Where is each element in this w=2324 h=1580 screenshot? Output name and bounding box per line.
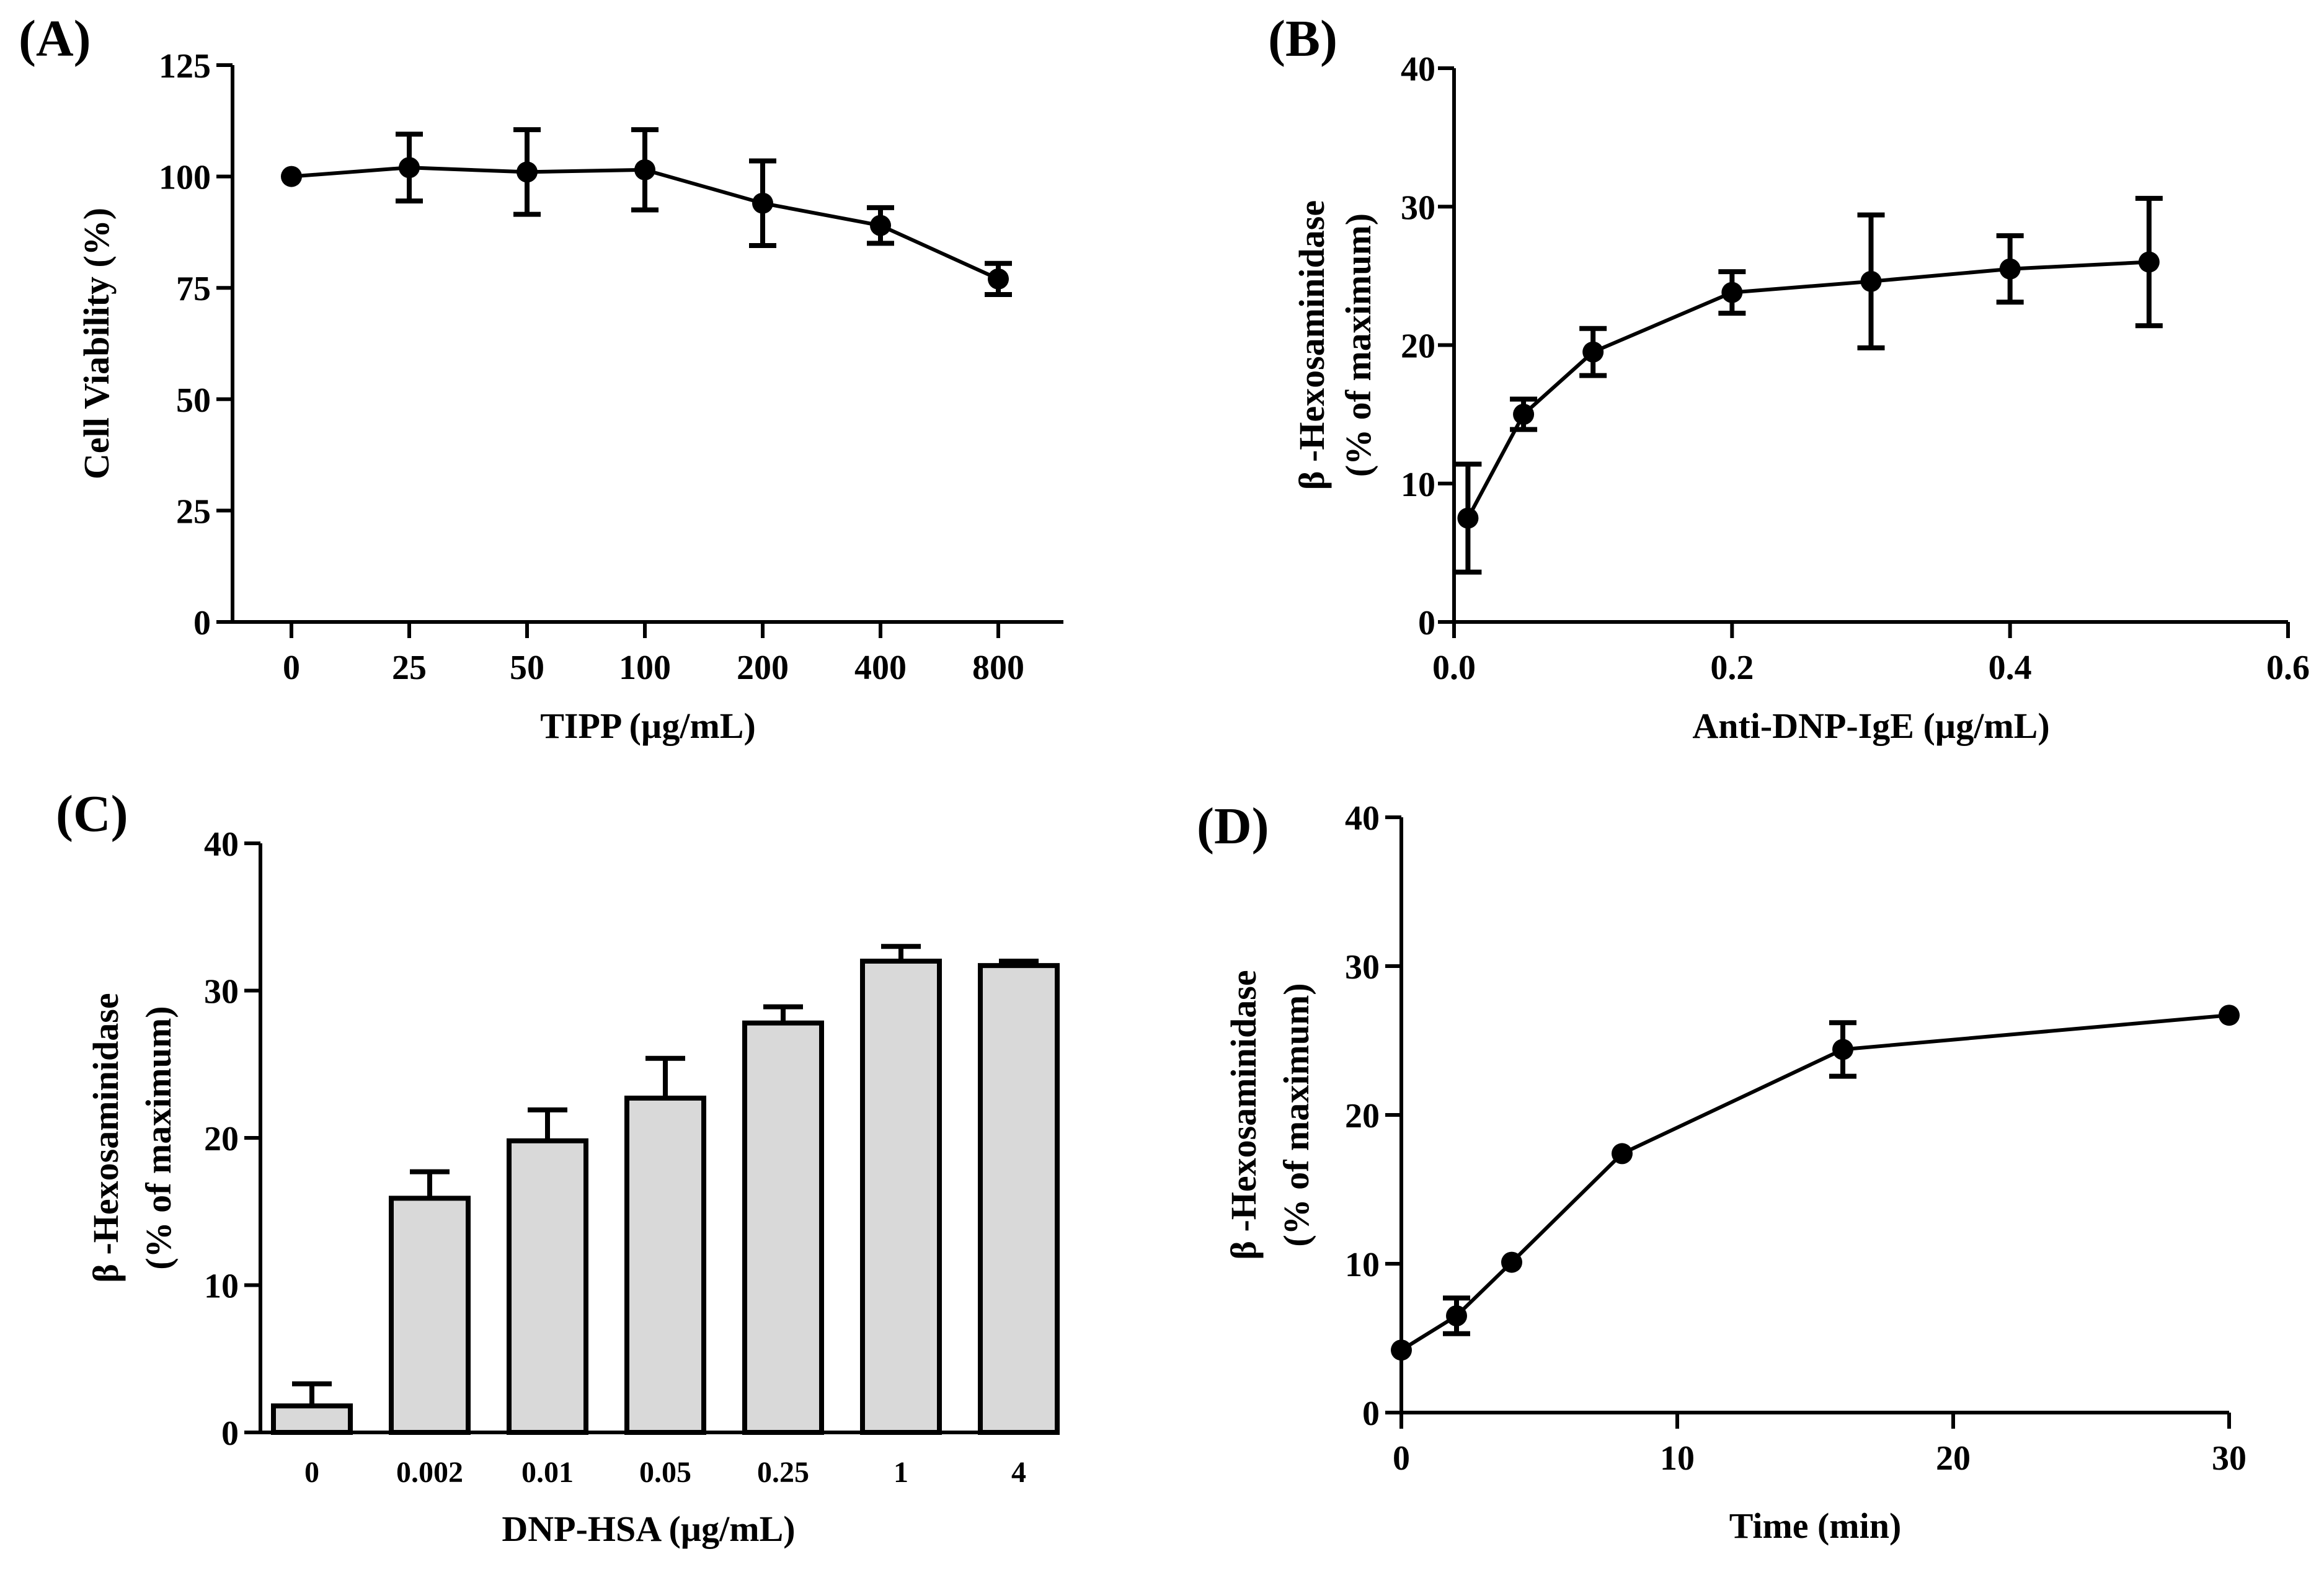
x-axis-title: DNP-HSA (µg/mL)	[502, 1509, 795, 1549]
data-point	[517, 161, 538, 183]
y-tick-label: 30	[204, 973, 239, 1011]
data-point	[1999, 258, 2021, 280]
x-tick-label: 20	[1936, 1439, 1971, 1478]
data-point	[1582, 341, 1604, 363]
bar	[389, 1196, 471, 1435]
x-tick-label: 0.01	[521, 1456, 574, 1489]
x-tick-label: 1	[894, 1456, 908, 1489]
data-point	[1721, 282, 1743, 303]
series-line	[1466, 260, 2149, 519]
y-tick-label: 100	[159, 159, 211, 197]
data-point	[752, 192, 773, 214]
panel-label: (A)	[19, 10, 91, 68]
y-tick-label: 20	[1345, 1097, 1380, 1135]
data-point	[2219, 1005, 2240, 1026]
y-axis-title: Cell Viability (%)	[76, 208, 117, 479]
data-point	[1513, 404, 1535, 425]
chart-panel-d: (D) 0 10 20 30 40 β -Hexosaminidase (% of maxim…	[1197, 797, 2246, 1546]
data-point	[1446, 1305, 1467, 1326]
data-point	[1832, 1039, 1853, 1060]
y-axis-title-line2: (% of maximum)	[1276, 983, 1316, 1246]
x-tick-label: 4	[1011, 1456, 1026, 1489]
bar	[624, 1095, 706, 1435]
x-tick-label: 100	[619, 649, 671, 687]
y-axis-title-line2: (% of maximum)	[1338, 213, 1378, 477]
bar	[978, 963, 1060, 1435]
x-tick-label: 400	[854, 649, 907, 687]
y-tick-label: 0	[1418, 604, 1435, 642]
y-tick-label: 30	[1345, 948, 1380, 987]
series-line	[1400, 1013, 2230, 1352]
y-tick-label: 10	[1401, 466, 1435, 504]
x-tick-label: 800	[972, 649, 1024, 687]
panel-label: (C)	[56, 785, 128, 843]
chart-panel-a: (A) 0 25 50 75 100 125 Cell Viability (%) 0 25 50 1…	[19, 10, 1063, 746]
y-tick-label: 0	[1362, 1395, 1380, 1433]
bar	[271, 1403, 353, 1435]
y-tick-label: 40	[1345, 799, 1380, 838]
y-tick-label: 20	[1401, 327, 1435, 366]
bar	[860, 959, 942, 1435]
bar	[742, 1020, 824, 1435]
data-point	[634, 159, 655, 180]
chart-panel-b: (B) 0 10 20 30 40 β -Hexosaminidase (% of maxim…	[1268, 10, 2310, 746]
data-point	[1501, 1251, 1522, 1273]
x-tick-label: 50	[510, 649, 544, 687]
x-tick-label: 0.2	[1710, 649, 1754, 687]
y-tick-label: 30	[1401, 189, 1435, 227]
data-point	[1457, 507, 1479, 529]
x-axis-title: Anti-DNP-IgE (µg/mL)	[1692, 706, 2049, 746]
y-axis-title: β -Hexosaminidase	[1223, 970, 1264, 1259]
data-point	[1391, 1339, 1412, 1361]
y-tick-label: 20	[204, 1120, 239, 1158]
x-tick-label: 30	[2212, 1439, 2246, 1478]
data-point	[988, 268, 1009, 290]
x-tick-label: 25	[392, 649, 427, 687]
y-tick-label: 75	[176, 270, 211, 308]
y-tick-label: 0	[221, 1414, 239, 1453]
x-axis-title: TIPP (µg/mL)	[540, 706, 756, 746]
x-tick-label: 0	[1393, 1439, 1410, 1478]
y-tick-label: 25	[176, 492, 211, 531]
x-tick-label: 0.002	[396, 1456, 463, 1489]
x-tick-label: 0	[283, 649, 300, 687]
x-tick-label: 0.6	[2266, 649, 2310, 687]
y-tick-label: 50	[176, 381, 211, 420]
y-tick-label: 10	[204, 1267, 239, 1306]
x-tick-label: 0.05	[639, 1456, 691, 1489]
y-tick-label: 0	[193, 604, 211, 642]
y-tick-label: 40	[204, 825, 239, 864]
y-tick-label: 10	[1345, 1246, 1380, 1284]
y-axis-title: β -Hexosaminidase	[1292, 200, 1332, 490]
x-tick-label: 0.25	[757, 1456, 809, 1489]
x-tick-label: 0.0	[1432, 649, 1476, 687]
x-tick-label: 0.4	[1989, 649, 2032, 687]
data-point	[281, 166, 302, 187]
y-axis-title-line2: (% of maximum)	[138, 1006, 179, 1269]
x-tick-label: 10	[1660, 1439, 1695, 1478]
x-tick-label: 200	[737, 649, 789, 687]
y-tick-label: 40	[1401, 50, 1435, 89]
panel-label: (B)	[1268, 10, 1337, 68]
data-point	[2138, 251, 2160, 273]
data-point	[1860, 270, 1882, 292]
y-axis-title: β -Hexosaminidase	[86, 993, 126, 1282]
data-point	[399, 157, 420, 179]
bar	[507, 1138, 588, 1435]
panel-label: (D)	[1197, 797, 1269, 855]
data-point	[1612, 1143, 1633, 1165]
x-axis-title: Time (min)	[1729, 1506, 1902, 1546]
data-point	[870, 215, 891, 236]
x-tick-label: 0	[304, 1456, 319, 1489]
y-tick-label: 125	[159, 47, 211, 86]
